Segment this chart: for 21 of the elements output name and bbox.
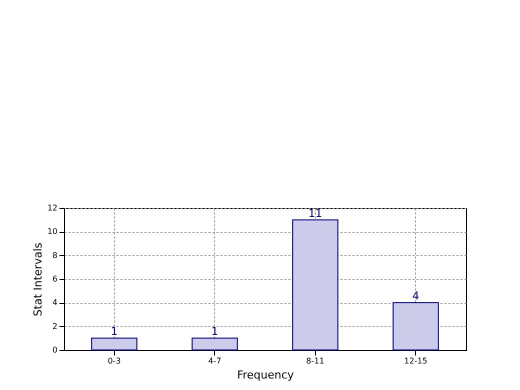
data-label: 11	[308, 206, 322, 220]
x-tick-label: 8-11	[306, 356, 324, 366]
y-tick-label: 6	[52, 274, 58, 284]
x-tick-label: 4-7	[208, 356, 222, 366]
bar	[192, 338, 238, 350]
y-tick-label: 0	[52, 346, 58, 354]
y-tick-label: 2	[52, 322, 58, 331]
data-label: 4	[412, 290, 420, 303]
y-tick-label: 8	[52, 250, 58, 260]
x-tick-label: 0-3	[108, 356, 121, 366]
y-tick-label: 4	[52, 298, 58, 308]
bar	[91, 338, 138, 350]
data-label: 1	[211, 325, 218, 338]
bar	[292, 219, 338, 350]
y-tick-label: 10	[47, 227, 58, 236]
data-label: 1	[110, 325, 118, 338]
y-axis-title: Stat Intervals	[31, 242, 44, 316]
x-axis-title: Frequency	[237, 368, 294, 382]
x-tick-label: 12-15	[404, 356, 428, 366]
bar	[392, 302, 439, 350]
y-tick-label: 12	[47, 204, 58, 212]
